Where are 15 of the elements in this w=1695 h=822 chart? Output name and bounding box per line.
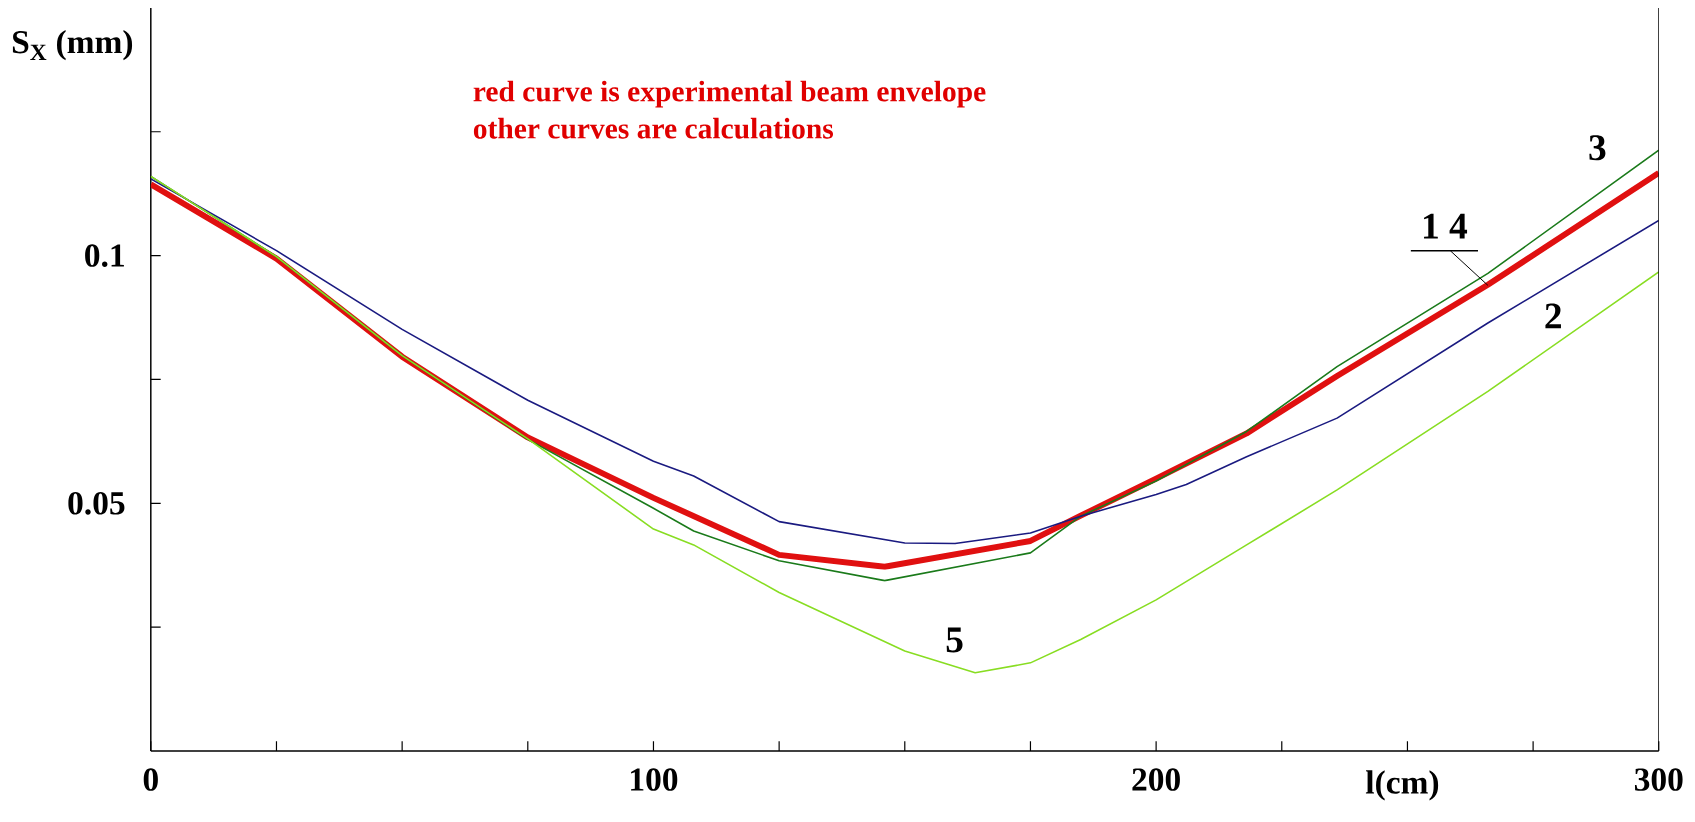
x-tick-label: 0 <box>143 768 158 792</box>
x-tick-label: 300 <box>1634 768 1683 792</box>
annotation: red curve is experimental beam envelope <box>473 80 986 108</box>
series-label: 2 <box>1545 303 1561 329</box>
series-label: 3 <box>1589 135 1606 161</box>
y-tick-label: 0.1 <box>85 244 124 268</box>
line-series <box>150 175 1659 674</box>
annotation: 1 4 <box>1424 213 1468 239</box>
annotation: other curves are calculations <box>473 118 834 139</box>
x-tick-label: 100 <box>631 768 678 792</box>
x-axis-title: l(cm) <box>1365 770 1439 801</box>
x-tick-label: 200 <box>1132 768 1180 792</box>
y-tick-label: 0.05 <box>68 492 125 515</box>
series-label: 5 <box>946 627 963 653</box>
y-axis-title: S$_{X}$ (mm) <box>12 30 133 61</box>
